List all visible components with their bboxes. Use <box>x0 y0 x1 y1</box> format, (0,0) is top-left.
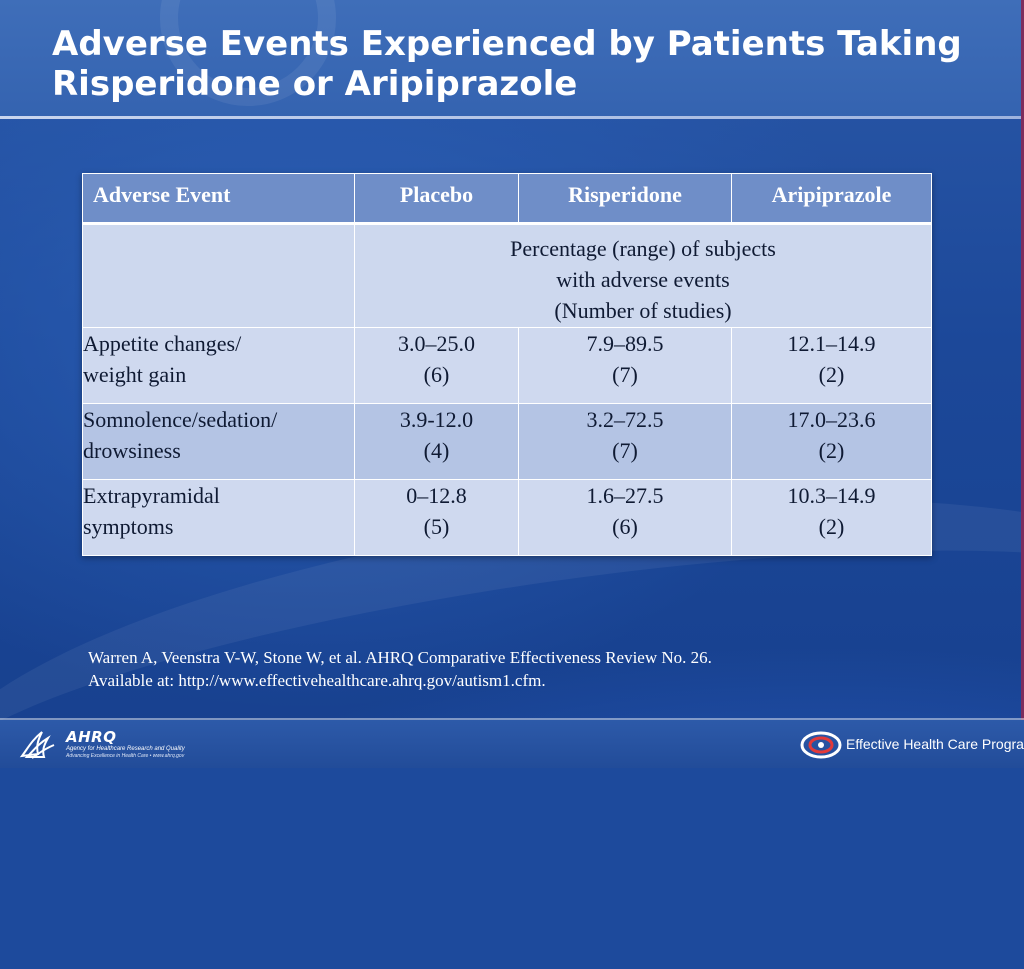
event-name-cell: Extrapyramidal symptoms <box>82 479 355 556</box>
table-row: Somnolence/sedation/ drowsiness 3.9-12.0… <box>82 403 932 480</box>
study-count: (2) <box>818 438 845 463</box>
title-divider <box>0 116 1024 119</box>
study-count: (2) <box>818 514 845 539</box>
study-count: (4) <box>423 438 450 463</box>
placebo-cell: 3.0–25.0 (6) <box>354 327 519 404</box>
effective-health-care-logo-icon <box>800 731 842 759</box>
subheader-cell: Percentage (range) of subjects with adve… <box>354 223 932 328</box>
column-header-risperidone: Risperidone <box>518 173 732 224</box>
column-header-placebo: Placebo <box>354 173 519 224</box>
study-count: (5) <box>423 514 450 539</box>
range-value: 3.9-12.0 <box>399 407 474 432</box>
range-value: 17.0–23.6 <box>787 407 876 432</box>
risperidone-cell: 1.6–27.5 (6) <box>518 479 732 556</box>
right-edge-accent <box>1021 0 1024 768</box>
study-count: (2) <box>818 362 845 387</box>
placebo-cell: 0–12.8 (5) <box>354 479 519 556</box>
range-value: 7.9–89.5 <box>586 331 664 356</box>
title-bar <box>0 0 1024 118</box>
subheader-empty-cell <box>82 223 355 328</box>
table-row: Extrapyramidal symptoms 0–12.8 (5) 1.6–2… <box>82 479 932 556</box>
ahrq-logo: AHRQ Agency for Healthcare Research and … <box>66 728 216 762</box>
range-value: 3.2–72.5 <box>586 407 664 432</box>
aripiprazole-cell: 10.3–14.9 (2) <box>731 479 932 556</box>
column-header-aripiprazole: Aripiprazole <box>731 173 932 224</box>
slide-title: Adverse Events Experienced by Patients T… <box>52 24 962 104</box>
study-count: (6) <box>423 362 450 387</box>
range-value: 1.6–27.5 <box>586 483 664 508</box>
table-row: Appetite changes/ weight gain 3.0–25.0 (… <box>82 327 932 404</box>
risperidone-cell: 7.9–89.5 (7) <box>518 327 732 404</box>
aripiprazole-cell: 17.0–23.6 (2) <box>731 403 932 480</box>
footer-bar <box>0 720 1024 768</box>
citation-text: Warren A, Veenstra V-W, Stone W, et al. … <box>88 648 712 690</box>
risperidone-cell: 3.2–72.5 (7) <box>518 403 732 480</box>
adverse-events-table: Adverse Event Placebo Risperidone Aripip… <box>82 173 932 556</box>
event-name-cell: Appetite changes/ weight gain <box>82 327 355 404</box>
range-value: 3.0–25.0 <box>398 331 475 356</box>
ahrq-subtagline: Advancing Excellence in Health Care • ww… <box>66 753 185 759</box>
aripiprazole-cell: 12.1–14.9 (2) <box>731 327 932 404</box>
placebo-cell: 3.9-12.0 (4) <box>354 403 519 480</box>
ahrq-wordmark: AHRQ <box>66 728 117 746</box>
program-label: Effective Health Care Program <box>846 736 1024 752</box>
range-value: 10.3–14.9 <box>787 483 876 508</box>
subheader-text: Percentage (range) of subjects with adve… <box>510 236 776 323</box>
footer-divider <box>0 718 1024 720</box>
range-value: 0–12.8 <box>406 483 467 508</box>
range-value: 12.1–14.9 <box>787 331 876 356</box>
column-header-adverse-event: Adverse Event <box>82 173 355 224</box>
study-count: (6) <box>612 514 638 539</box>
hhs-eagle-icon <box>19 731 55 759</box>
study-count: (7) <box>612 438 638 463</box>
study-count: (7) <box>612 362 638 387</box>
table-subheader-row: Percentage (range) of subjects with adve… <box>82 223 932 328</box>
ahrq-tagline: Agency for Healthcare Research and Quali… <box>66 746 185 752</box>
event-name-cell: Somnolence/sedation/ drowsiness <box>82 403 355 480</box>
table-header-row: Adverse Event Placebo Risperidone Aripip… <box>82 173 932 224</box>
